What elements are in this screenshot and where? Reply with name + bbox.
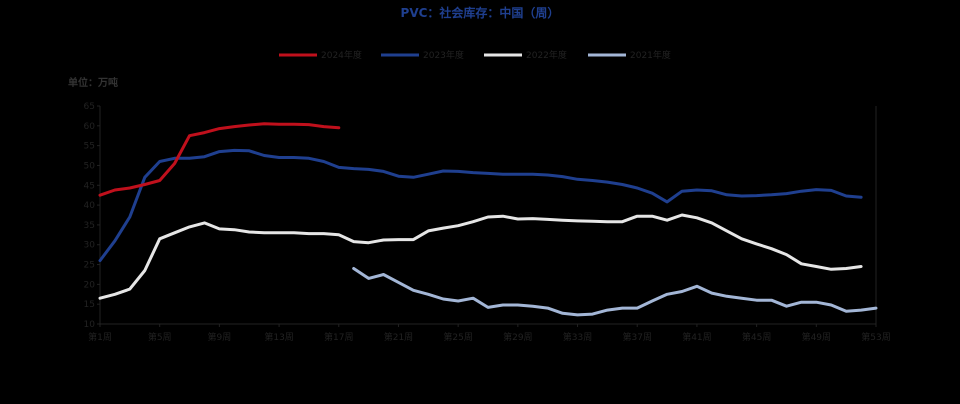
x-tick-label: 第45周	[742, 331, 771, 343]
legend-label: 2021年度	[630, 49, 671, 61]
y-tick-label: 40	[84, 201, 96, 211]
unit-label: 单位：万吨	[68, 76, 118, 89]
x-tick-label: 第13周	[264, 331, 293, 343]
y-tick-label: 45	[84, 181, 95, 191]
series-line-2021年度	[352, 267, 878, 317]
series-line-2024年度	[98, 122, 341, 197]
y-tick-label: 50	[84, 161, 96, 171]
legend: 2024年度 2023年度 2022年度 2021年度	[279, 49, 671, 61]
x-axis: 第1周 第5周 第9周 第13周 第17周 第21周 第25周 第29周 第33周 第37周 第41…	[88, 323, 891, 343]
x-tick-label: 第5周	[148, 331, 172, 343]
y-tick-label: 20	[84, 280, 96, 290]
x-tick-label: 第9周	[208, 331, 232, 343]
legend-label: 2022年度	[526, 49, 567, 61]
plot-area	[98, 122, 878, 317]
y-tick-label: 15	[84, 300, 95, 310]
chart-title: PVC：社会库存：中国（周）	[401, 5, 560, 20]
x-tick-label: 第21周	[384, 331, 413, 343]
legend-label: 2024年度	[321, 49, 362, 61]
x-tick-label: 第33周	[563, 331, 592, 343]
y-tick-label: 25	[84, 261, 95, 271]
x-tick-label: 第37周	[623, 331, 652, 343]
x-tick-label: 第41周	[682, 331, 711, 343]
y-tick-label: 10	[84, 320, 96, 330]
x-tick-label: 第25周	[443, 331, 472, 343]
y-tick-label: 55	[84, 142, 95, 152]
x-tick-label: 第49周	[802, 331, 831, 343]
y-tick-label: 65	[84, 102, 95, 112]
x-tick-label: 第53周	[861, 331, 890, 343]
x-tick-label: 第29周	[503, 331, 532, 343]
x-tick-label: 第1周	[88, 331, 112, 343]
x-tick-label: 第17周	[324, 331, 353, 343]
series-line-2023年度	[98, 148, 863, 263]
y-tick-label: 60	[84, 122, 96, 132]
y-tick-label: 35	[84, 221, 95, 231]
series-line-2022年度	[98, 213, 863, 300]
legend-label: 2023年度	[423, 49, 464, 61]
y-tick-label: 30	[84, 241, 96, 251]
